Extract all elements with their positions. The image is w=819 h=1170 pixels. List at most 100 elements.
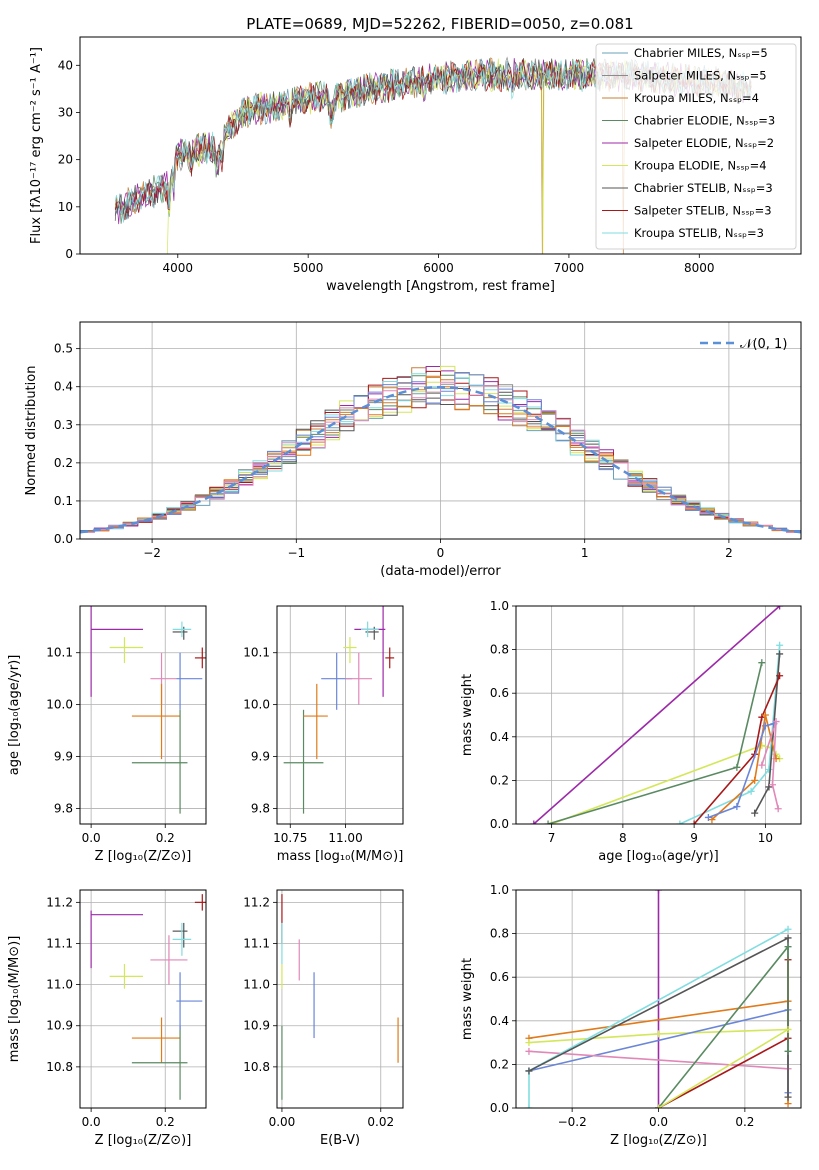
weight-marker (751, 776, 759, 784)
legend-label: Salpeter ELODIE, Nₛₛₚ=2 (634, 136, 774, 150)
weight-marker (765, 783, 773, 791)
x-tick-label: 4000 (163, 261, 194, 275)
x-tick-label: 5000 (293, 261, 324, 275)
weight-marker (525, 1104, 533, 1108)
y-tick-label: 0.2 (490, 773, 509, 787)
y-tick-label: 10.9 (46, 1019, 73, 1033)
legend-label: Salpeter MILES, Nₛₛₚ=5 (634, 69, 767, 83)
y-tick-label: 10.9 (243, 1019, 270, 1033)
y-tick-label: 11.1 (46, 936, 73, 950)
y-tick-label: 0.4 (490, 1014, 509, 1028)
x-tick-label: 0.2 (156, 1115, 175, 1129)
legend-label: Kroupa ELODIE, Nₛₛₚ=4 (634, 159, 767, 173)
x-axis-label: Z [log₁₀(Z/Z⊙)] (610, 1133, 707, 1148)
x-tick-label: 1 (581, 546, 589, 560)
y-tick-label: 0.0 (490, 817, 509, 831)
x-axis-label: wavelength [Angstrom, rest frame] (326, 279, 555, 294)
y-tick-label: 9.9 (251, 750, 270, 764)
y-tick-label: 40 (58, 58, 73, 72)
weight-marker (758, 659, 766, 667)
gaussian-curve (80, 385, 801, 534)
axes-frame (79, 605, 207, 825)
weight-marker (655, 890, 662, 894)
x-axis-label: Z [log₁₀(Z/Z⊙)] (95, 849, 192, 864)
weight-line (693, 675, 781, 824)
y-tick-label: 11.0 (46, 978, 73, 992)
age-vs-mass-panel: 10.75 11.00 9.8 9.9 10.0 10.1 mass [log₁₀(M/M⊙… (243, 605, 404, 864)
y-tick-label: 0.4 (490, 730, 509, 744)
residuals-panel: −2 −1 0 1 2 0.0 0.1 0.2 0.3 0.4 0.5 (data-model)/er… (24, 321, 802, 579)
x-tick-label: 8000 (684, 261, 715, 275)
weight-marker (784, 1093, 792, 1101)
x-tick-label: 8 (619, 831, 627, 845)
legend-label: Chabrier ELODIE, Nₛₛₚ=3 (634, 114, 775, 128)
weight-marker (761, 711, 769, 719)
weight-marker (704, 813, 712, 821)
weight-marker (765, 766, 773, 773)
x-tick-label: 0.00 (269, 1115, 296, 1129)
weight-marker (747, 787, 755, 795)
x-axis-label: mass [log₁₀(M/M⊙)] (277, 849, 404, 864)
weight-line (761, 721, 779, 809)
axes-frame (515, 605, 802, 825)
y-axis-label: Normed distribution (24, 366, 39, 496)
x-tick-label: 0.2 (156, 831, 175, 845)
x-tick-label: 7000 (554, 261, 585, 275)
y-tick-label: 11.2 (46, 895, 73, 909)
weight-marker (655, 1030, 662, 1038)
weight-marker (525, 1047, 533, 1055)
y-tick-label: 0.3 (54, 418, 73, 432)
mass-vs-extinction-panel: 0.00 0.02 10.8 10.9 11.0 11.1 11.2 E(B-V) (243, 889, 404, 1148)
weight-marker (525, 1039, 533, 1047)
axes-frame (276, 605, 404, 825)
weight-marker (776, 672, 784, 680)
weight-marker (676, 820, 684, 824)
y-axis-label: mass weight (460, 958, 475, 1040)
weight-vs-age-panel: 7 8 9 10 0.0 0.2 0.4 0.6 0.8 1.0 age [log₁₀(age/yr… (460, 599, 802, 864)
x-tick-label: 9 (690, 831, 698, 845)
y-tick-label: 11.2 (243, 895, 270, 909)
weight-marker (751, 809, 759, 817)
x-axis-label: age [log₁₀(age/yr)] (598, 849, 719, 864)
legend-label: 𝒩(0, 1) (740, 337, 787, 352)
y-tick-label: 0.0 (490, 1101, 509, 1115)
weight-marker (655, 1104, 662, 1108)
mass-vs-metallicity-panel: 0.0 0.2 10.8 10.9 11.0 11.1 11.2 Z [log₁₀(Z/Z⊙)… (7, 889, 207, 1148)
y-axis-label: Flux [fλ10⁻¹⁷ erg cm⁻² s⁻¹ A⁻¹] (29, 47, 44, 244)
x-tick-label: 0.0 (82, 831, 101, 845)
x-tick-label: 0.0 (649, 1115, 668, 1129)
weight-marker (733, 763, 741, 771)
y-tick-label: 9.9 (54, 750, 73, 764)
y-tick-label: 11.1 (243, 936, 270, 950)
x-tick-label: 0 (437, 546, 445, 560)
legend-label: Kroupa MILES, Nₛₛₚ=4 (634, 91, 759, 105)
weight-marker (784, 934, 792, 942)
y-tick-label: 0.8 (490, 643, 509, 657)
axes-frame (79, 36, 802, 255)
weight-line (528, 1050, 789, 1070)
legend-label: Kroupa STELIB, Nₛₛₚ=3 (634, 226, 764, 240)
x-tick-label: 11.00 (328, 831, 362, 845)
weight-marker (525, 1067, 533, 1075)
weight-vs-metallicity-panel: −0.2 0.0 0.2 0.0 0.2 0.4 0.6 0.8 1.0 Z [log₁₀(Z/Z… (460, 883, 802, 1148)
weight-marker (769, 781, 776, 789)
x-tick-label: −0.2 (558, 1115, 587, 1129)
y-tick-label: 10 (58, 200, 73, 214)
y-axis-label: age [log₁₀(age/yr)] (7, 655, 22, 776)
y-tick-label: 1.0 (490, 883, 509, 897)
legend-label: Chabrier STELIB, Nₛₛₚ=3 (634, 181, 773, 195)
weight-marker (758, 761, 766, 769)
weight-line (658, 1028, 789, 1108)
x-tick-label: 2 (725, 546, 733, 560)
y-tick-label: 30 (58, 105, 73, 119)
y-tick-label: 10.1 (243, 646, 270, 660)
weight-marker (784, 1100, 792, 1108)
x-tick-label: 0.2 (735, 1115, 754, 1129)
spectrum-panel: 4000 5000 6000 7000 8000 0 10 20 30 40 wavelength … (29, 36, 802, 294)
weight-marker (784, 943, 792, 951)
weight-marker (774, 805, 782, 813)
y-tick-label: 0 (65, 247, 73, 261)
x-tick-label: −2 (143, 546, 161, 560)
y-tick-label: 0.0 (54, 532, 73, 546)
